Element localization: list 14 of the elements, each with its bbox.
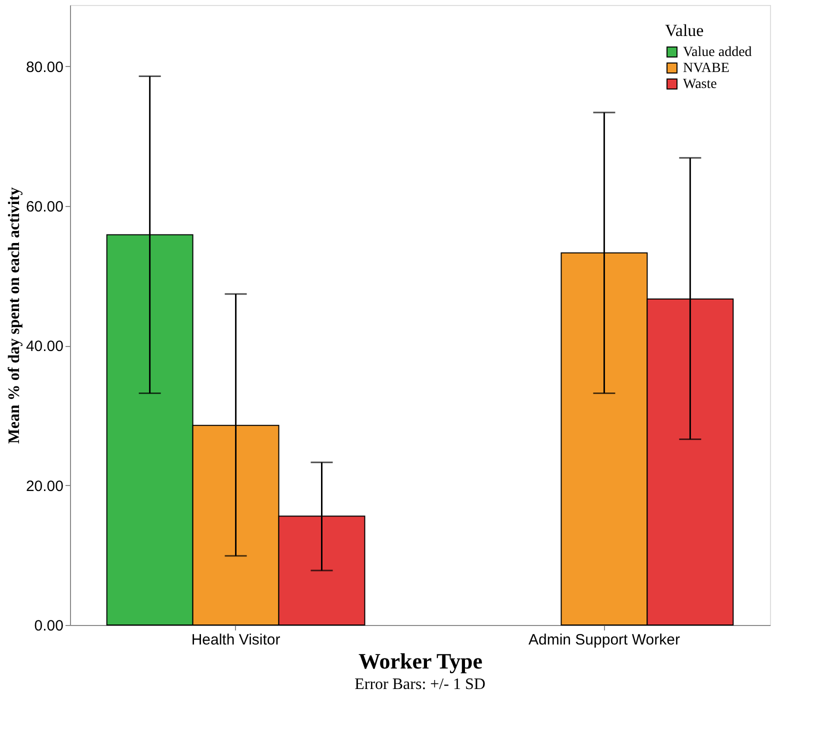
y-tick-label: 20.00: [26, 478, 64, 495]
y-tick-label: 80.00: [26, 58, 64, 76]
y-axis-title: Mean % of day spent on each activity: [6, 187, 23, 444]
legend-title: Value: [665, 21, 704, 40]
x-tick-label: Admin Support Worker: [528, 632, 680, 648]
legend-label: Value added: [683, 45, 752, 60]
y-tick-label: 0.00: [34, 618, 64, 634]
legend-label: Waste: [683, 77, 717, 92]
y-tick-label: 40.00: [26, 338, 64, 356]
text: Error Bars: +/- 1 SD: [354, 676, 486, 693]
x-axis-title: Worker Type: [358, 648, 483, 674]
x-tick-label: Health Visitor: [191, 632, 280, 648]
y-tick-label: 60.00: [26, 198, 64, 216]
legend-label: NVABE: [683, 61, 730, 76]
